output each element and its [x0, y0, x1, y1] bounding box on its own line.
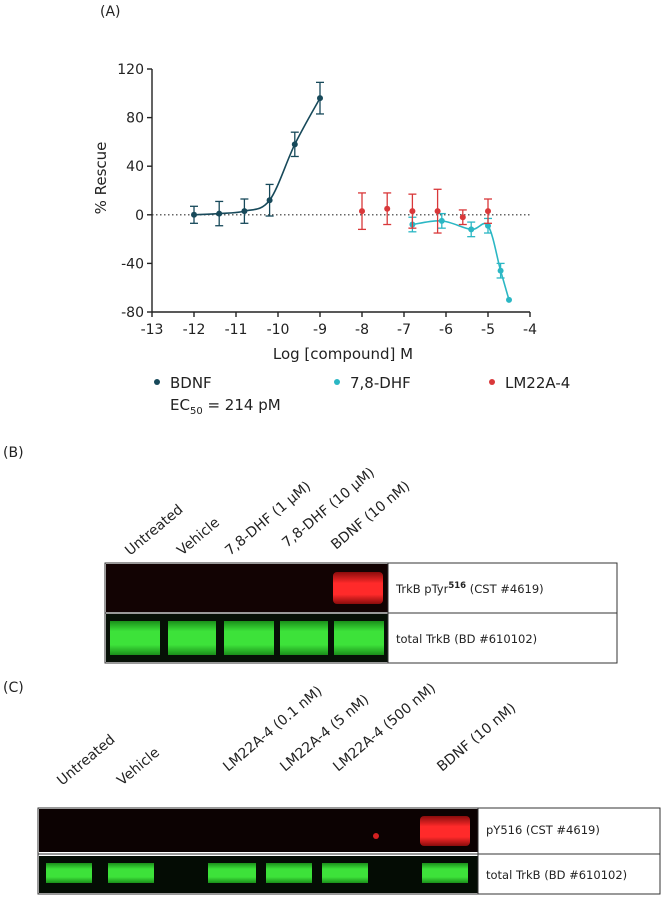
- x-tick-label: -13: [141, 322, 164, 338]
- lane-label: Vehicle: [114, 745, 163, 789]
- x-tick-label: -10: [267, 322, 290, 338]
- lane-label: 7,8-DHF (1 µM): [222, 478, 314, 559]
- x-tick-label: -5: [481, 322, 495, 338]
- y-axis-label: % Rescue: [92, 142, 110, 215]
- lane-labels: Untreated Vehicle 7,8-DHF (1 µM) 7,8-DHF…: [122, 465, 413, 559]
- row-label: TrkB pTyr516 (CST #4619): [395, 581, 544, 596]
- band: [322, 863, 368, 883]
- y-tick-label: 120: [117, 62, 144, 78]
- band: [280, 621, 328, 655]
- x-tick-label: -4: [523, 322, 537, 338]
- point: [291, 141, 298, 148]
- row-label-superscript: 516: [448, 581, 466, 591]
- point: [359, 208, 365, 215]
- legend-label: 7,8-DHF: [350, 374, 411, 392]
- point: [384, 205, 391, 212]
- band: [46, 863, 92, 883]
- x-tick-label: -11: [225, 322, 248, 338]
- legend-label: BDNF: [170, 374, 212, 392]
- y-tick-label: -40: [121, 256, 144, 272]
- lane-labels: Untreated Vehicle LM22A-4 (0.1 nM) LM22A…: [54, 680, 519, 789]
- x-tick-label: -8: [355, 322, 369, 338]
- blot-b: TrkB pTyr516 (CST #4619) total TrkB (BD …: [104, 562, 618, 664]
- y-tick-label: 0: [135, 208, 144, 224]
- point: [468, 226, 475, 233]
- lane-label: BDNF (10 nM): [434, 700, 519, 775]
- panel-label: (B): [3, 445, 24, 461]
- band: [168, 621, 216, 655]
- row-label: pY516 (CST #4619): [486, 823, 600, 837]
- legend-marker: [334, 379, 340, 385]
- band: [108, 863, 154, 883]
- point: [485, 222, 491, 229]
- y-tick-label: -80: [121, 305, 144, 321]
- fit-curve: [193, 97, 321, 216]
- legend-label: LM22A-4: [505, 374, 570, 392]
- legend-marker: [489, 379, 495, 385]
- point: [459, 214, 466, 221]
- x-tick-label: -12: [183, 322, 206, 338]
- band: [110, 621, 160, 655]
- point: [434, 208, 441, 215]
- annotation-subscript: 50: [190, 406, 203, 417]
- band: [333, 572, 383, 604]
- x-tick-label: -7: [397, 322, 411, 338]
- band: [422, 863, 468, 883]
- x-tick-label: -9: [313, 322, 327, 338]
- point: [241, 208, 248, 215]
- annotation: EC50 = 214 pM: [170, 396, 281, 417]
- blot-row: [39, 809, 478, 852]
- row-label: total TrkB (BD #610102): [396, 632, 537, 646]
- band: [334, 621, 384, 655]
- x-tick-label: -6: [439, 322, 453, 338]
- point: [191, 211, 197, 218]
- point: [485, 208, 491, 215]
- annotation-prefix: EC: [170, 396, 190, 414]
- legend-marker: [154, 379, 160, 385]
- band: [266, 863, 312, 883]
- lane-label: LM22A-4 (500 nM): [330, 680, 439, 775]
- x-axis-label: Log [compound] M: [273, 345, 413, 363]
- band: [208, 863, 256, 883]
- y-tick-label: 80: [126, 111, 144, 127]
- point: [506, 296, 512, 303]
- lane-label: 7,8-DHF (10 µM): [279, 465, 378, 551]
- panel-label: (C): [3, 680, 24, 696]
- blot-row: [39, 856, 478, 893]
- row-label-prefix: TrkB pTyr: [395, 582, 449, 596]
- band: [224, 621, 274, 655]
- point: [497, 267, 504, 274]
- point: [216, 210, 223, 217]
- annotation-suffix: = 214 pM: [203, 396, 281, 414]
- lane-label: Untreated: [54, 732, 118, 789]
- point: [317, 95, 323, 102]
- lane-label: Vehicle: [174, 515, 223, 559]
- point: [266, 197, 273, 204]
- fit-curve: [412, 219, 510, 301]
- row-label-suffix: (CST #4619): [466, 582, 544, 596]
- point: [409, 208, 416, 215]
- point: [438, 217, 445, 224]
- lane-label: LM22A-4 (0.1 nM): [220, 683, 325, 775]
- band: [420, 816, 470, 846]
- blot-c: pY516 (CST #4619) total TrkB (BD #610102…: [37, 807, 661, 895]
- row-label: total TrkB (BD #610102): [486, 868, 627, 882]
- y-tick-label: 40: [126, 159, 144, 175]
- panel-label: (A): [100, 4, 121, 20]
- spot: [373, 833, 379, 839]
